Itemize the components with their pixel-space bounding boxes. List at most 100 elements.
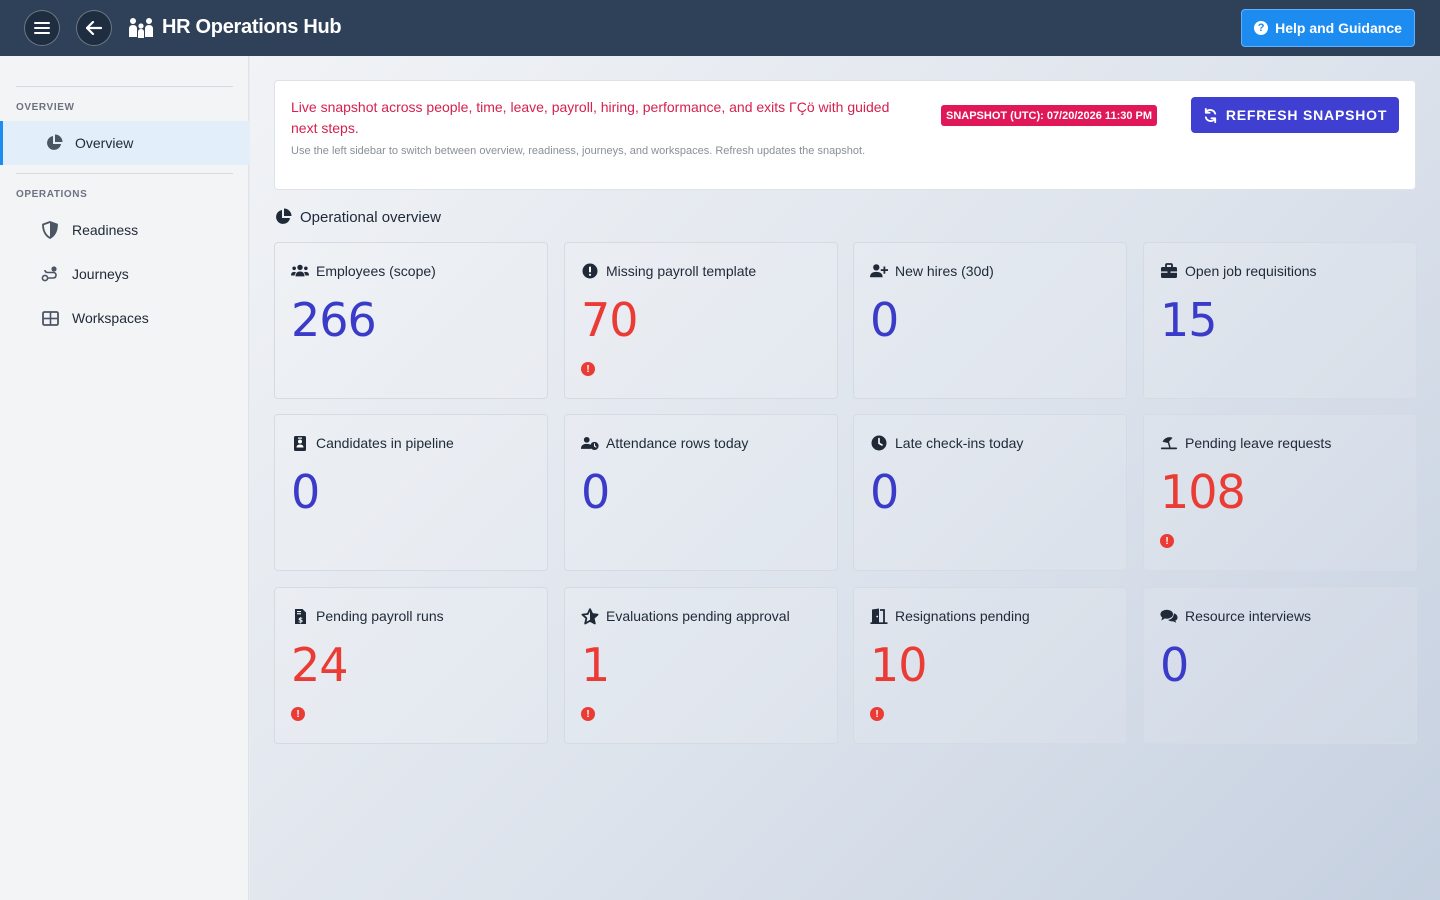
sidebar-divider (16, 173, 233, 174)
metric-card-label: Open job requisitions (1185, 263, 1317, 279)
alert-exclamation-icon: ! (581, 362, 595, 376)
clock-icon (870, 434, 888, 452)
exclamation-circle-icon (581, 262, 599, 280)
metric-card-value: 70 (581, 293, 639, 347)
metric-card-header: Candidates in pipeline (291, 434, 454, 452)
help-button-label: Help and Guidance (1275, 20, 1402, 36)
metric-card[interactable]: Missing payroll template 70! (564, 242, 838, 399)
metric-card-header: Employees (scope) (291, 262, 436, 280)
metric-card-header: Resignations pending (870, 607, 1030, 625)
metric-card-label: Resource interviews (1185, 608, 1312, 624)
alert-exclamation-icon: ! (1160, 534, 1174, 548)
star-icon (581, 607, 599, 625)
metric-card-label: Resignations pending (895, 608, 1030, 624)
metric-card[interactable]: $ Pending payroll runs 24! (274, 587, 548, 744)
metric-card-value: 0 (1160, 638, 1189, 692)
sidebar-section-operations: OPERATIONS (16, 189, 88, 200)
metric-card-header: Evaluations pending approval (581, 607, 790, 625)
metric-card-value: 0 (581, 465, 610, 519)
briefcase-icon (1160, 262, 1178, 280)
metric-card-value: 0 (291, 465, 320, 519)
back-button[interactable] (76, 10, 112, 46)
metric-card[interactable]: Open job requisitions 15 (1143, 242, 1417, 399)
metric-card-label: Attendance rows today (606, 435, 749, 451)
file-invoice-dollar-icon: $ (291, 607, 309, 625)
metric-card[interactable]: Evaluations pending approval 1! (564, 587, 838, 744)
metric-card-value: 108 (1160, 465, 1246, 519)
svg-text:$: $ (298, 616, 303, 624)
question-circle-icon: ? (1254, 21, 1269, 35)
shield-icon (41, 221, 59, 239)
sidebar: OVERVIEW Overview OPERATIONS Readiness J… (0, 56, 249, 900)
user-plus-icon (870, 262, 888, 280)
sidebar-divider (16, 86, 233, 87)
comments-icon (1160, 607, 1178, 625)
alert-exclamation-icon: ! (870, 707, 884, 721)
route-icon (41, 265, 59, 283)
id-badge-icon (291, 434, 309, 452)
metric-card-header: Pending leave requests (1160, 434, 1331, 452)
metric-card-value: 1 (581, 638, 610, 692)
metric-card-value: 15 (1160, 293, 1218, 347)
metric-card-label: Missing payroll template (606, 263, 757, 279)
metric-card-header: Attendance rows today (581, 434, 748, 452)
sidebar-item-journeys[interactable]: Journeys (0, 252, 249, 296)
metric-card-header: $ Pending payroll runs (291, 607, 444, 625)
hamburger-icon (34, 22, 50, 34)
metric-card[interactable]: Resignations pending 10! (853, 587, 1127, 744)
metric-card-label: Evaluations pending approval (606, 608, 790, 624)
metric-card-label: Pending leave requests (1185, 435, 1332, 451)
refresh-snapshot-label: REFRESH SNAPSHOT (1225, 107, 1388, 123)
app-title: HR Operations Hub (162, 16, 342, 38)
section-header: Operational overview (274, 208, 441, 226)
snapshot-timestamp-badge: SNAPSHOT (UTC): 07/20/2026 11:30 PM (941, 105, 1158, 126)
metric-card-label: Employees (scope) (316, 263, 436, 279)
main-content: Live snapshot across people, time, leave… (250, 56, 1440, 900)
snapshot-banner: Live snapshot across people, time, leave… (274, 80, 1416, 190)
metric-card[interactable]: Pending leave requests 108! (1143, 414, 1417, 571)
metric-card-value: 10 (870, 638, 928, 692)
metric-card[interactable]: Candidates in pipeline 0 (274, 414, 548, 571)
metric-card[interactable]: Employees (scope) 266 (274, 242, 548, 399)
pie-chart-icon (45, 134, 63, 152)
sidebar-item-label: Workspaces (72, 310, 149, 326)
refresh-snapshot-button[interactable]: REFRESH SNAPSHOT (1191, 97, 1399, 133)
metric-card-label: Late check-ins today (895, 435, 1024, 451)
menu-button[interactable] (24, 10, 60, 46)
sidebar-item-workspaces[interactable]: Workspaces (0, 296, 249, 340)
umbrella-beach-icon (1160, 434, 1178, 452)
brand: HR Operations Hub (128, 16, 342, 39)
metric-card-header: New hires (30d) (870, 262, 994, 280)
top-bar: HR Operations Hub ? Help and Guidance (0, 0, 1440, 56)
users-icon (291, 262, 309, 280)
metric-card-label: Candidates in pipeline (316, 435, 454, 451)
metric-card-value: 24 (291, 638, 349, 692)
metric-card-value: 0 (870, 293, 899, 347)
metric-card[interactable]: New hires (30d) 0 (853, 242, 1127, 399)
sidebar-section-overview: OVERVIEW (16, 102, 75, 113)
banner-headline: Live snapshot across people, time, leave… (291, 99, 890, 136)
metric-card-label: New hires (30d) (895, 263, 994, 279)
metric-card-header: Missing payroll template (581, 262, 756, 280)
people-icon (129, 17, 153, 38)
arrow-left-icon (86, 21, 102, 35)
grid-icon (41, 309, 59, 327)
sidebar-item-label: Readiness (72, 222, 139, 238)
sidebar-item-readiness[interactable]: Readiness (0, 208, 249, 252)
help-button[interactable]: ? Help and Guidance (1241, 9, 1415, 47)
section-title: Operational overview (300, 208, 441, 226)
sync-icon (1204, 107, 1216, 123)
metric-card[interactable]: Attendance rows today 0 (564, 414, 838, 571)
metric-card[interactable]: Resource interviews 0 (1143, 587, 1417, 744)
alert-exclamation-icon: ! (291, 707, 305, 721)
metric-card-header: Open job requisitions (1160, 262, 1317, 280)
banner-description: Use the left sidebar to switch between o… (291, 145, 866, 157)
door-open-icon (870, 607, 888, 625)
sidebar-item-label: Overview (75, 135, 134, 151)
metric-card-value: 266 (291, 293, 377, 347)
metric-card[interactable]: Late check-ins today 0 (853, 414, 1127, 571)
alert-exclamation-icon: ! (581, 707, 595, 721)
user-clock-icon (581, 434, 599, 452)
sidebar-item-overview[interactable]: Overview (0, 121, 249, 165)
metric-card-label: Pending payroll runs (316, 608, 444, 624)
